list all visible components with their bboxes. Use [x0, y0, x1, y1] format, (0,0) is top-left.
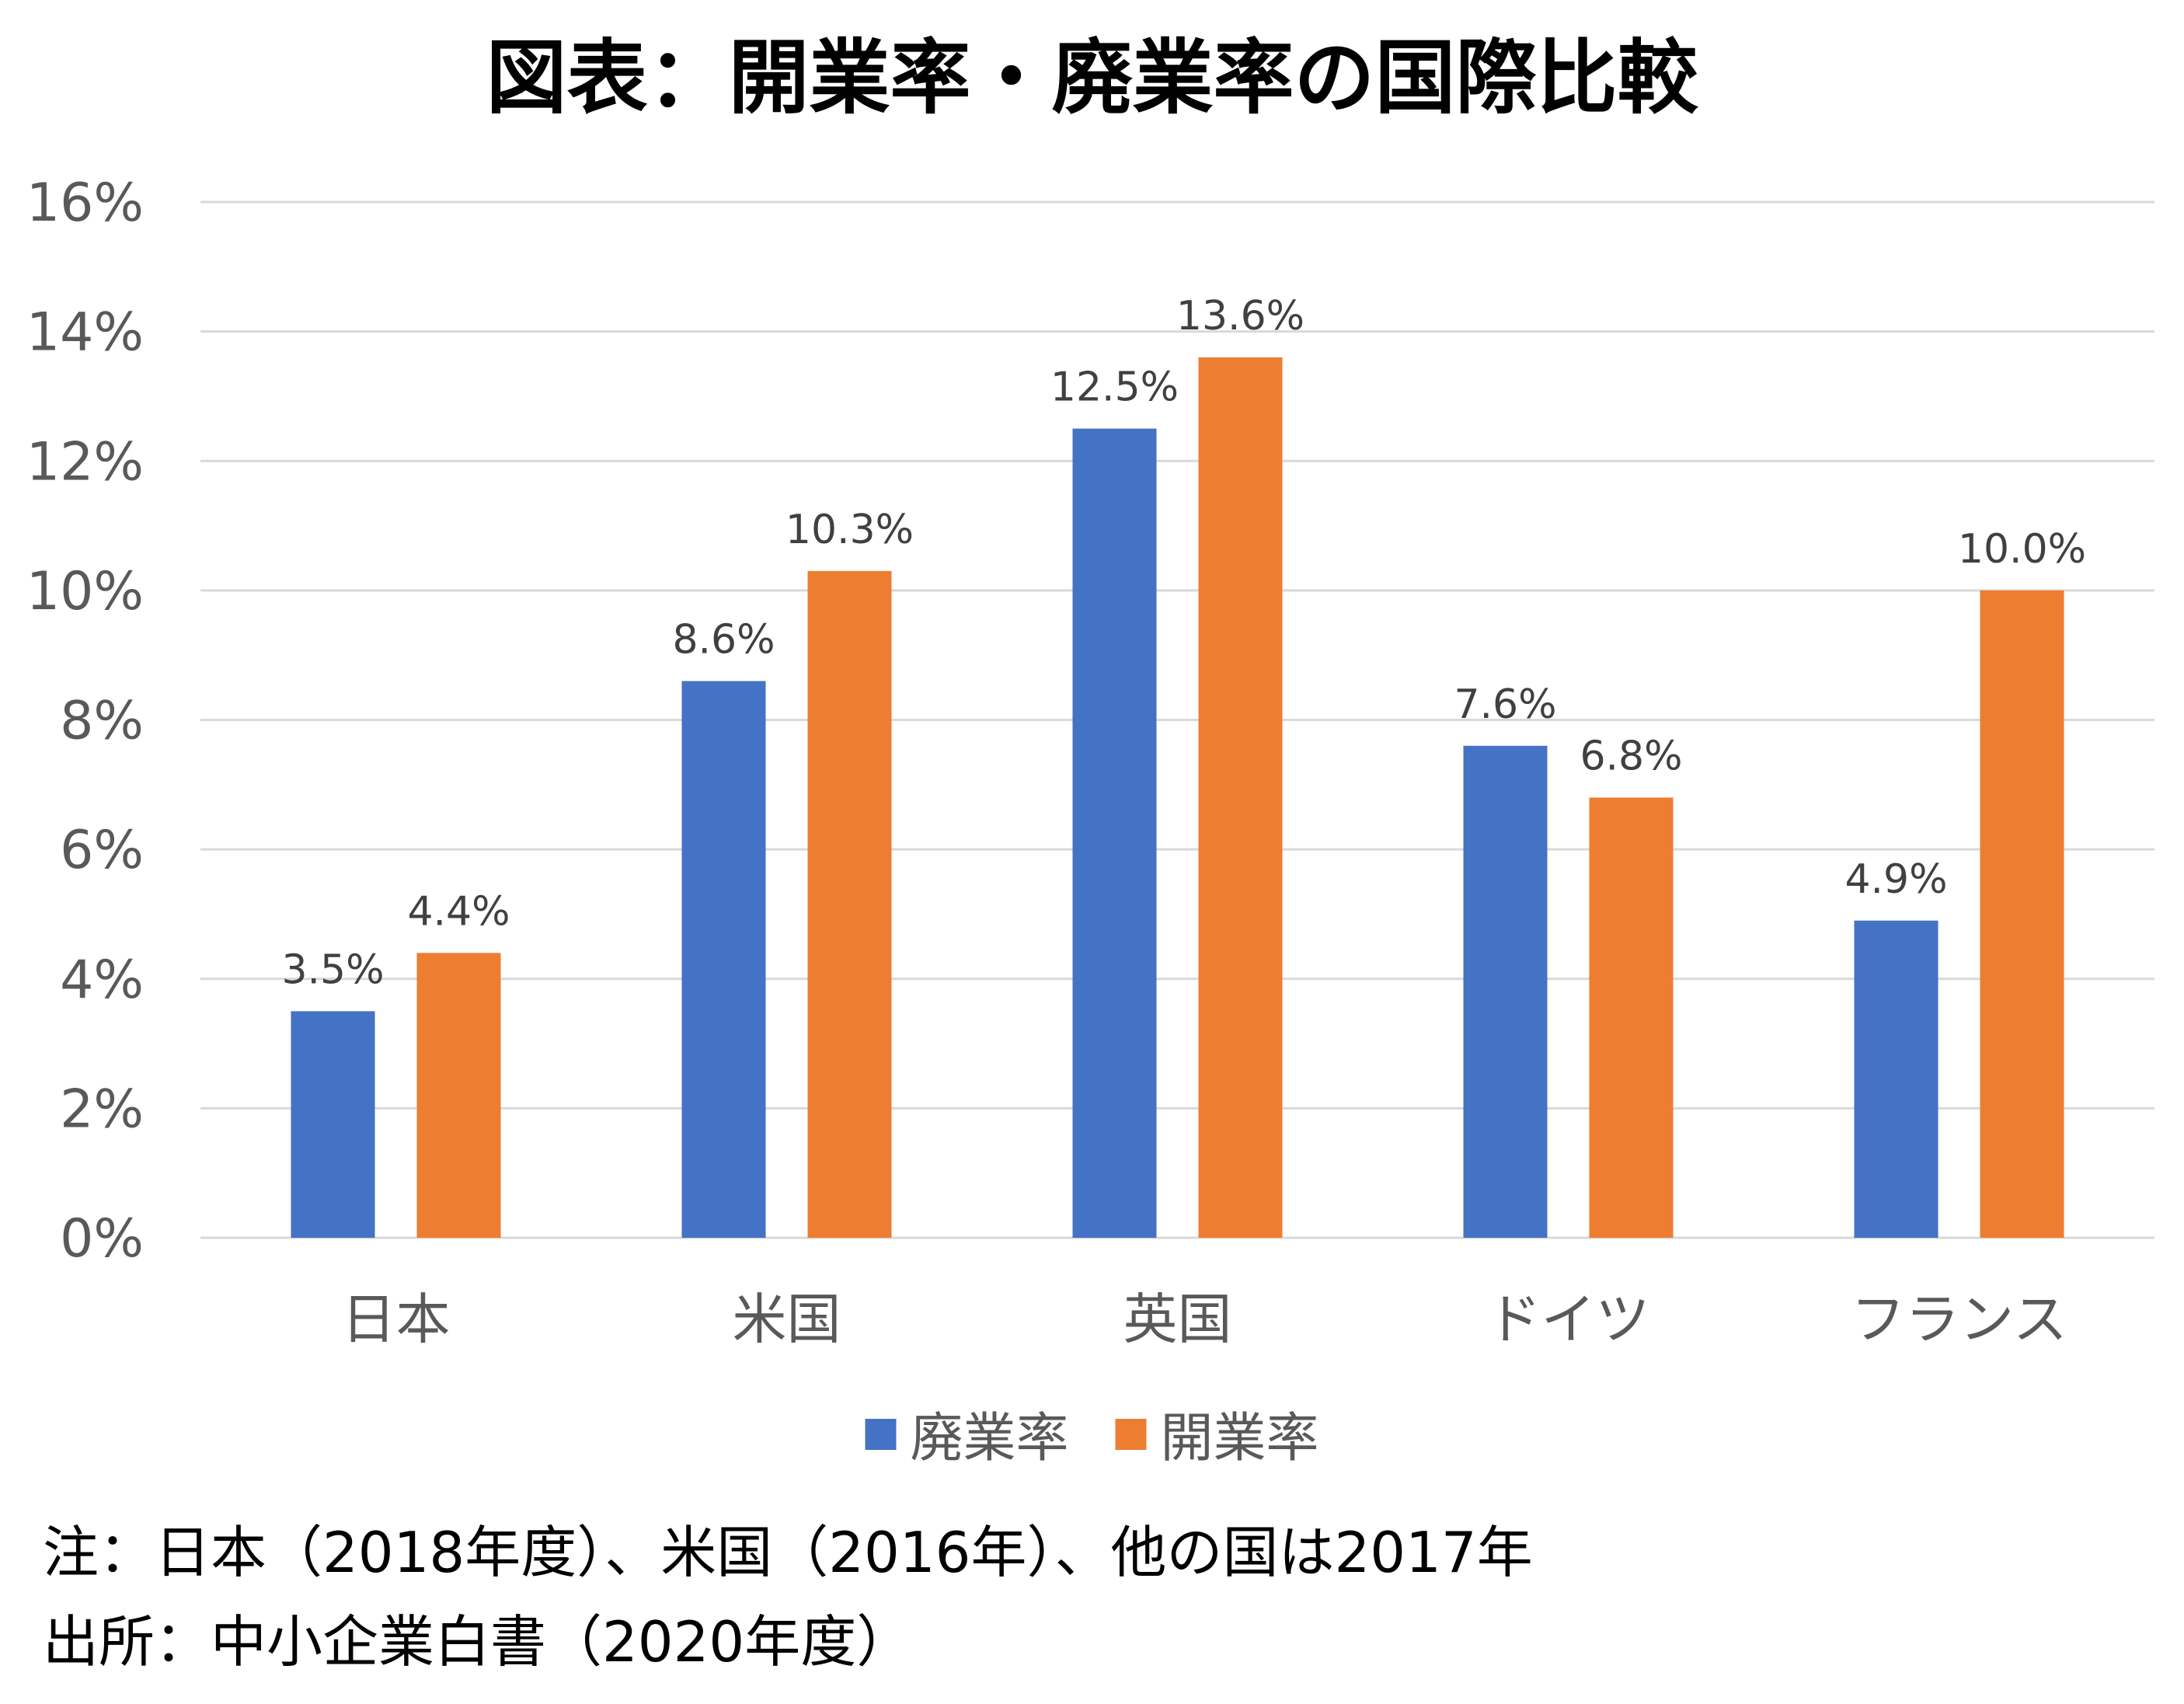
data-label: 7.6% [1454, 681, 1556, 728]
bar-opening [1198, 357, 1283, 1239]
y-tick-label: 2% [60, 1079, 144, 1140]
y-tick-label: 0% [60, 1208, 144, 1270]
data-label: 10.0% [1958, 526, 2086, 573]
y-tick-label: 14% [26, 302, 144, 364]
bar-opening [807, 570, 892, 1238]
legend-swatch-opening [1115, 1419, 1147, 1450]
bar-opening [1589, 797, 1674, 1238]
y-tick-label: 8% [60, 691, 144, 752]
data-label: 12.5% [1050, 364, 1179, 411]
legend-swatch-closure [865, 1419, 897, 1450]
bar-closure [291, 1011, 375, 1238]
y-tick-label: 12% [26, 431, 144, 493]
chart-note: 注：日本（2018年度）、米国（2016年）、他の国は2017年 [43, 1520, 1533, 1585]
data-label: 10.3% [785, 507, 914, 553]
y-tick-label: 4% [60, 950, 144, 1011]
chart-source: 出所：中小企業白書（2020年度） [43, 1609, 913, 1674]
bar-closure [681, 681, 766, 1238]
y-tick-label: 6% [60, 820, 144, 881]
x-tick-label: 英国 [1123, 1288, 1232, 1351]
bar-closure [1463, 745, 1548, 1238]
bar-opening [416, 953, 501, 1238]
data-label: 4.4% [407, 888, 510, 935]
legend-label-opening: 開業率 [1161, 1408, 1319, 1469]
data-label: 6.8% [1580, 733, 1682, 779]
data-label: 3.5% [281, 946, 384, 993]
data-label: 13.6% [1176, 293, 1304, 340]
x-tick-label: 日本 [342, 1288, 451, 1351]
data-label: 4.9% [1844, 856, 1947, 903]
y-tick-label: 10% [26, 561, 144, 622]
y-tick-label: 16% [26, 172, 144, 234]
chart-title: 図表：開業率・廃業率の国際比較 [486, 30, 1698, 125]
data-label: 8.6% [672, 617, 775, 664]
x-tick-label: フランス [1851, 1288, 2067, 1351]
legend-label-closure: 廃業率 [911, 1408, 1069, 1469]
x-tick-label: 米国 [733, 1288, 841, 1351]
bar-closure [1854, 920, 1938, 1238]
bar-chart: 0% 2% 4% 6% 8% 10% 12% 14% 16% 3.5% 4.4% 日本 8.6% 10.3… [26, 172, 2154, 1469]
bar-opening [1980, 590, 2064, 1238]
x-tick-label: ドイツ [1487, 1288, 1650, 1351]
bar-closure [1072, 428, 1157, 1238]
